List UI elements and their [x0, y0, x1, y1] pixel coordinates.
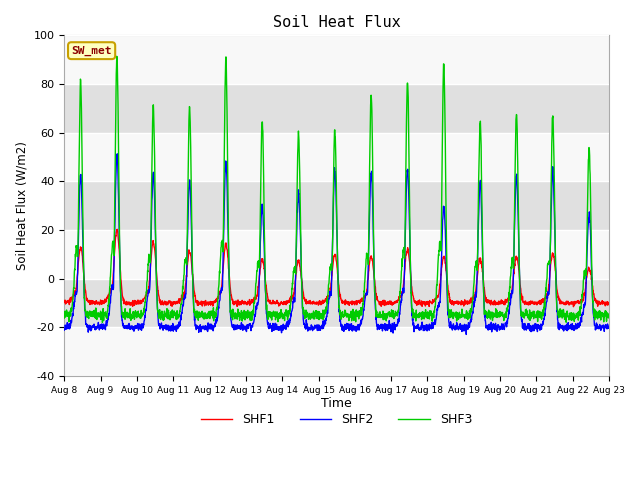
- SHF2: [463, 332, 470, 337]
- SHF3: [557, 312, 565, 317]
- SHF2: [212, 319, 220, 325]
- SHF1: [365, 274, 372, 279]
- SHF3: [99, 320, 106, 325]
- Line: SHF2: SHF2: [64, 154, 609, 335]
- SHF3: [605, 312, 613, 318]
- X-axis label: Time: Time: [321, 397, 352, 410]
- SHF3: [365, 245, 372, 251]
- SHF3: [495, 312, 503, 318]
- Bar: [64, 327, 609, 376]
- Bar: [64, 278, 609, 327]
- SHF1: [573, 299, 580, 305]
- SHF1: [353, 298, 360, 304]
- SHF1: [60, 298, 68, 304]
- SHF3: [573, 311, 580, 316]
- SHF1: [605, 300, 613, 306]
- Bar: [64, 230, 609, 278]
- SHF2: [557, 324, 565, 330]
- SHF1: [570, 304, 577, 310]
- Y-axis label: Soil Heat Flux (W/m2): Soil Heat Flux (W/m2): [15, 141, 28, 270]
- Text: SW_met: SW_met: [71, 46, 112, 56]
- Bar: [64, 132, 609, 181]
- Title: Soil Heat Flux: Soil Heat Flux: [273, 15, 401, 30]
- SHF2: [113, 151, 121, 156]
- SHF2: [573, 326, 580, 332]
- SHF2: [365, 263, 372, 268]
- SHF2: [353, 328, 360, 334]
- SHF2: [605, 324, 613, 330]
- SHF1: [212, 296, 220, 302]
- Legend: SHF1, SHF2, SHF3: SHF1, SHF2, SHF3: [196, 408, 477, 431]
- SHF3: [60, 315, 68, 321]
- SHF3: [353, 311, 360, 317]
- SHF2: [495, 325, 503, 331]
- SHF1: [113, 227, 121, 232]
- SHF1: [557, 300, 565, 306]
- SHF1: [495, 301, 503, 307]
- Line: SHF1: SHF1: [64, 229, 609, 307]
- SHF3: [213, 306, 221, 312]
- Bar: [64, 36, 609, 84]
- Bar: [64, 181, 609, 230]
- Bar: [64, 84, 609, 132]
- SHF3: [113, 53, 120, 59]
- Line: SHF3: SHF3: [64, 56, 609, 323]
- SHF2: [60, 327, 68, 333]
